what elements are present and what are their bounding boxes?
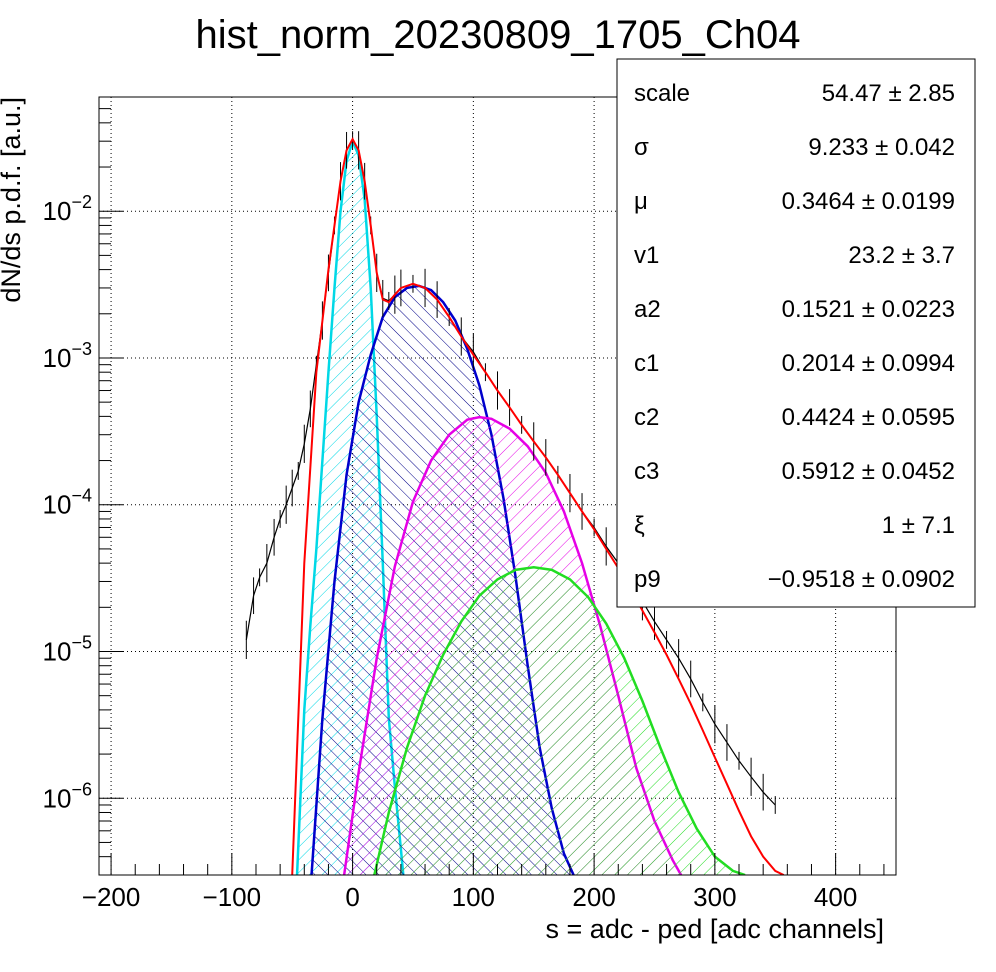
x-tick-labels: −200 −100 0 100 200 300 400 <box>82 882 858 912</box>
plot-curves <box>245 131 785 875</box>
component-curve <box>373 565 746 875</box>
component-fill <box>374 567 746 875</box>
x-tick-label: −200 <box>82 882 141 912</box>
stat-name: c2 <box>634 404 659 431</box>
chart-title: hist_norm_20230809_1705_Ch04 <box>196 13 801 57</box>
stat-name: v1 <box>634 242 659 269</box>
x-tick-label: 0 <box>345 882 359 912</box>
y-tick-label: 10−5 <box>43 632 92 666</box>
stat-name: p9 <box>634 566 661 593</box>
stat-name: a2 <box>634 296 661 323</box>
stat-value: 54.47 ± 2.85 <box>822 80 955 107</box>
x-tick-label: −100 <box>203 882 262 912</box>
stat-name: μ <box>634 188 648 215</box>
stats-box-frame <box>616 58 976 608</box>
x-tick-label: 400 <box>814 882 857 912</box>
stat-name: scale <box>634 80 690 107</box>
stat-name: c1 <box>634 350 659 377</box>
y-tick-label: 10−4 <box>43 486 92 520</box>
x-tick-label: 100 <box>452 882 495 912</box>
y-tick-label: 10−3 <box>43 339 92 373</box>
y-tick-labels: 10−6 10−5 10−4 10−3 10−2 <box>43 192 92 813</box>
y-tick-label: 10−6 <box>43 779 92 813</box>
stat-value: 23.2 ± 3.7 <box>848 242 955 269</box>
stat-value: −0.9518 ± 0.0902 <box>768 566 955 593</box>
x-tick-label: 300 <box>693 882 736 912</box>
stat-value: 0.2014 ± 0.0994 <box>782 350 955 377</box>
x-tick-label: 200 <box>572 882 615 912</box>
stat-name: ξ <box>634 512 645 539</box>
stat-name: c3 <box>634 458 659 485</box>
x-axis-title: s = adc - ped [adc channels] <box>546 914 884 944</box>
stat-value: 0.5912 ± 0.0452 <box>782 458 955 485</box>
stat-value: 1 ± 7.1 <box>882 512 955 539</box>
y-tick-label: 10−2 <box>43 192 92 226</box>
stat-name: σ <box>634 134 649 161</box>
stat-value: 9.233 ± 0.042 <box>808 134 955 161</box>
stat-value: 0.1521 ± 0.0223 <box>782 296 955 323</box>
stat-value: 0.4424 ± 0.0595 <box>782 404 955 431</box>
axis-ticks <box>99 96 885 876</box>
stats-box: scale 54.47 ± 2.85 σ 9.233 ± 0.042 μ 0.3464 ±… <box>616 58 976 608</box>
stat-value: 0.3464 ± 0.0199 <box>782 188 955 215</box>
total-fit-line <box>291 136 785 875</box>
y-axis-title: dN/ds p.d.f. [a.u.] <box>0 97 26 303</box>
